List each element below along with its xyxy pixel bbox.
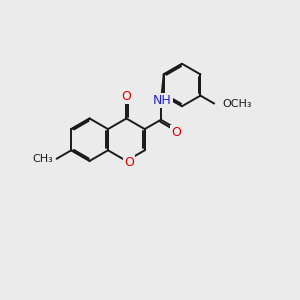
Text: O: O [124, 156, 134, 169]
Text: CH₃: CH₃ [32, 154, 53, 164]
Text: NH: NH [153, 94, 172, 106]
Text: OCH₃: OCH₃ [222, 98, 252, 109]
Text: O: O [171, 126, 181, 139]
Text: O: O [122, 90, 131, 104]
